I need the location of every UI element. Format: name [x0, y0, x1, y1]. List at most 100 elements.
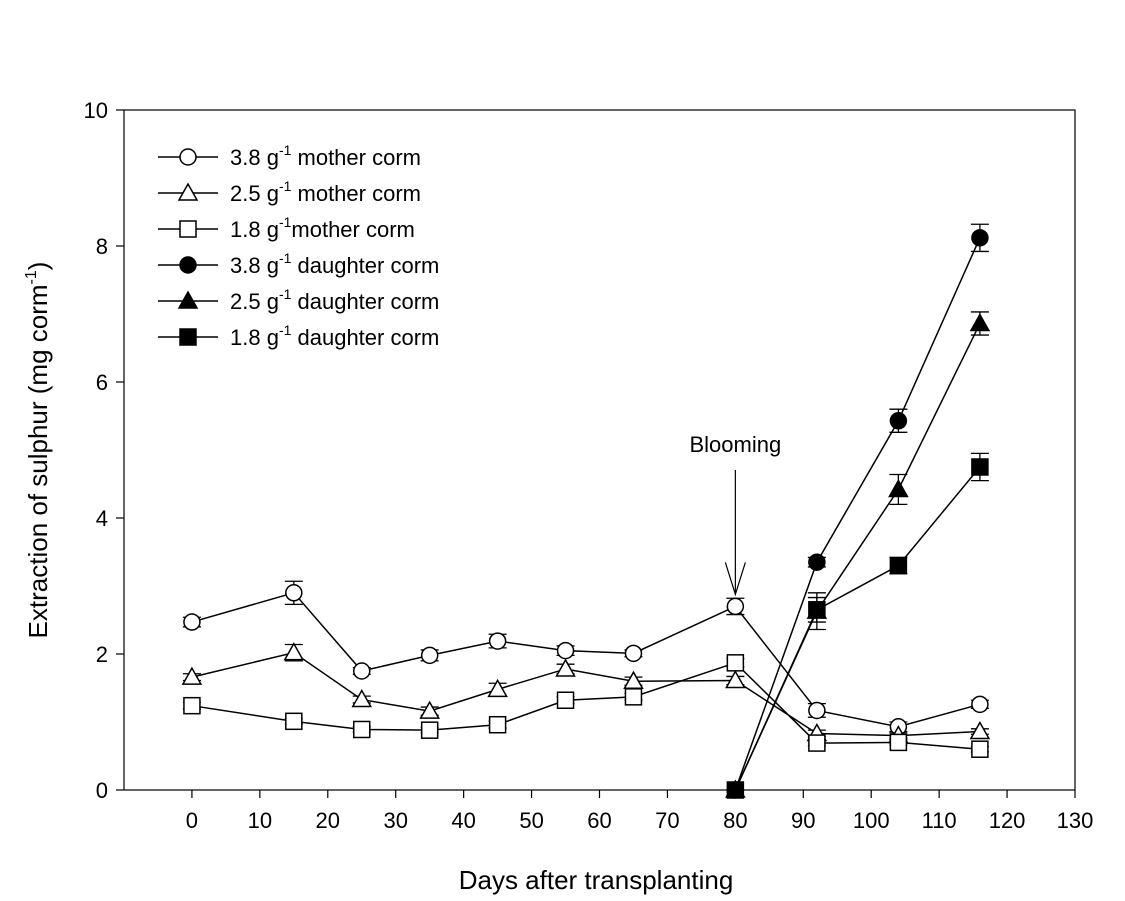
- series-line: [191, 591, 981, 728]
- x-tick-label: 10: [248, 808, 272, 833]
- data-point: [624, 688, 643, 706]
- y-tick-label: 0: [96, 778, 108, 803]
- y-axis-ticks: 0 2 4 6 8 10: [84, 98, 124, 803]
- x-tick-label: 60: [587, 808, 611, 833]
- series-0: [182, 580, 989, 736]
- series-5: [726, 452, 989, 799]
- legend-label-rest: daughter corm: [291, 253, 439, 278]
- legend-marker: [179, 148, 197, 166]
- legend-label-sup: -1: [279, 322, 292, 338]
- plot-axes: [123, 109, 1076, 791]
- series-line: [734, 237, 981, 791]
- data-point: [808, 701, 826, 720]
- y-axis-label-main: Extraction of sulphur (mg corm: [23, 284, 53, 638]
- x-tick-label: 130: [1057, 808, 1094, 833]
- data-point: [420, 646, 439, 665]
- x-tick-label: 120: [989, 808, 1026, 833]
- legend-label-main: 1.8 g: [230, 325, 279, 350]
- y-axis-label-sup: -1: [23, 270, 40, 284]
- legend-entry: 1.8 g-1 daughter corm: [158, 322, 439, 350]
- x-tick-label: 90: [791, 808, 815, 833]
- data-point: [889, 733, 908, 752]
- data-point: [488, 632, 507, 650]
- data-point: [969, 720, 991, 740]
- x-tick-label: 40: [451, 808, 475, 833]
- series-line: [734, 466, 981, 791]
- x-tick-label: 100: [853, 808, 890, 833]
- legend-label: 1.8 g-1 daughter corm: [230, 322, 439, 350]
- y-tick-label: 6: [96, 370, 108, 395]
- data-point: [285, 712, 303, 731]
- x-axis-label: Days after transplanting: [459, 865, 734, 895]
- data-point: [971, 695, 989, 714]
- legend-label: 3.8 g-1 mother corm: [230, 142, 421, 170]
- y-axis-label-close: ): [23, 262, 53, 271]
- legend-label: 2.5 g-1 mother corm: [230, 178, 421, 206]
- legend-label: 1.8 g-1mother corm: [230, 214, 415, 242]
- y-tick-label: 4: [96, 506, 108, 531]
- x-axis-ticks: 0 10 20 30 40 50 60 70 80 90 100 110 120 130: [186, 790, 1094, 833]
- legend-label-sup: -1: [279, 214, 292, 230]
- y-tick-label: 10: [84, 98, 108, 123]
- annotation: Blooming: [689, 432, 781, 597]
- legend-label-main: 3.8 g: [230, 145, 279, 170]
- data-point: [808, 553, 826, 571]
- data-point: [285, 584, 303, 602]
- data-point: [420, 721, 439, 739]
- legend-label-sup: -1: [279, 250, 292, 266]
- plot-frame: [123, 109, 1076, 791]
- legend-label-rest: daughter corm: [291, 289, 439, 314]
- legend-label-rest: daughter corm: [291, 325, 439, 350]
- x-tick-label: 30: [383, 808, 407, 833]
- legend-label: 3.8 g-1 daughter corm: [230, 250, 439, 278]
- legend-label-rest: mother corm: [291, 217, 414, 242]
- blooming-arrowhead: [724, 562, 746, 597]
- x-tick-label: 20: [316, 808, 340, 833]
- legend-entry: 2.5 g-1 mother corm: [158, 178, 421, 206]
- blooming-label: Blooming: [689, 432, 781, 457]
- legend-label-sup: -1: [279, 142, 292, 158]
- data-point: [183, 613, 201, 631]
- series-layer: [181, 223, 991, 799]
- data-point: [624, 644, 643, 663]
- x-tick-label: 0: [186, 808, 198, 833]
- data-point: [353, 662, 371, 680]
- legend-label-sup: -1: [279, 178, 292, 194]
- legend-marker: [177, 290, 199, 309]
- legend-label-rest: mother corm: [291, 181, 421, 206]
- legend-entry: 3.8 g-1 daughter corm: [158, 250, 439, 278]
- y-tick-label: 2: [96, 642, 108, 667]
- data-point: [183, 696, 201, 715]
- legend-marker: [179, 256, 197, 274]
- data-point: [488, 715, 507, 734]
- legend-label-main: 1.8 g: [230, 217, 279, 242]
- legend-label-rest: mother corm: [291, 145, 421, 170]
- data-point: [419, 700, 440, 719]
- legend-entry: 2.5 g-1 daughter corm: [158, 286, 439, 314]
- series-line: [191, 661, 980, 750]
- legend-entry: 3.8 g-1 mother corm: [158, 142, 421, 170]
- data-point: [726, 597, 745, 616]
- data-point: [556, 641, 575, 660]
- series-2: [182, 654, 989, 758]
- legend-label-main: 3.8 g: [230, 253, 279, 278]
- data-point: [971, 458, 989, 476]
- data-point: [969, 312, 991, 332]
- data-point: [351, 689, 373, 708]
- legend-marker: [179, 220, 197, 238]
- data-point: [971, 740, 989, 758]
- data-point: [487, 678, 508, 698]
- data-point: [726, 781, 745, 799]
- data-point: [808, 734, 826, 752]
- data-point: [726, 654, 745, 672]
- data-point: [808, 601, 826, 619]
- x-tick-label: 70: [655, 808, 679, 833]
- legend-label-main: 2.5 g: [230, 289, 279, 314]
- data-point: [971, 229, 989, 247]
- legend-label-main: 2.5 g: [230, 181, 279, 206]
- legend-label-sup: -1: [279, 286, 292, 302]
- x-tick-label: 80: [723, 808, 747, 833]
- series-1: [181, 642, 991, 744]
- data-point: [283, 642, 305, 661]
